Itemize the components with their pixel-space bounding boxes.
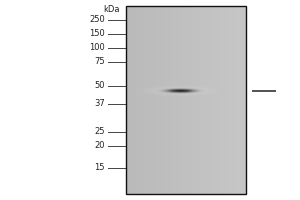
Text: 75: 75	[94, 58, 105, 66]
Text: 25: 25	[94, 128, 105, 136]
Text: 150: 150	[89, 29, 105, 38]
Text: 15: 15	[94, 163, 105, 172]
Text: 37: 37	[94, 99, 105, 108]
Text: 250: 250	[89, 16, 105, 24]
Text: 100: 100	[89, 44, 105, 52]
Text: kDa: kDa	[103, 5, 120, 15]
Bar	[126, 6, 246, 194]
Text: 50: 50	[94, 81, 105, 90]
Text: 20: 20	[94, 142, 105, 150]
